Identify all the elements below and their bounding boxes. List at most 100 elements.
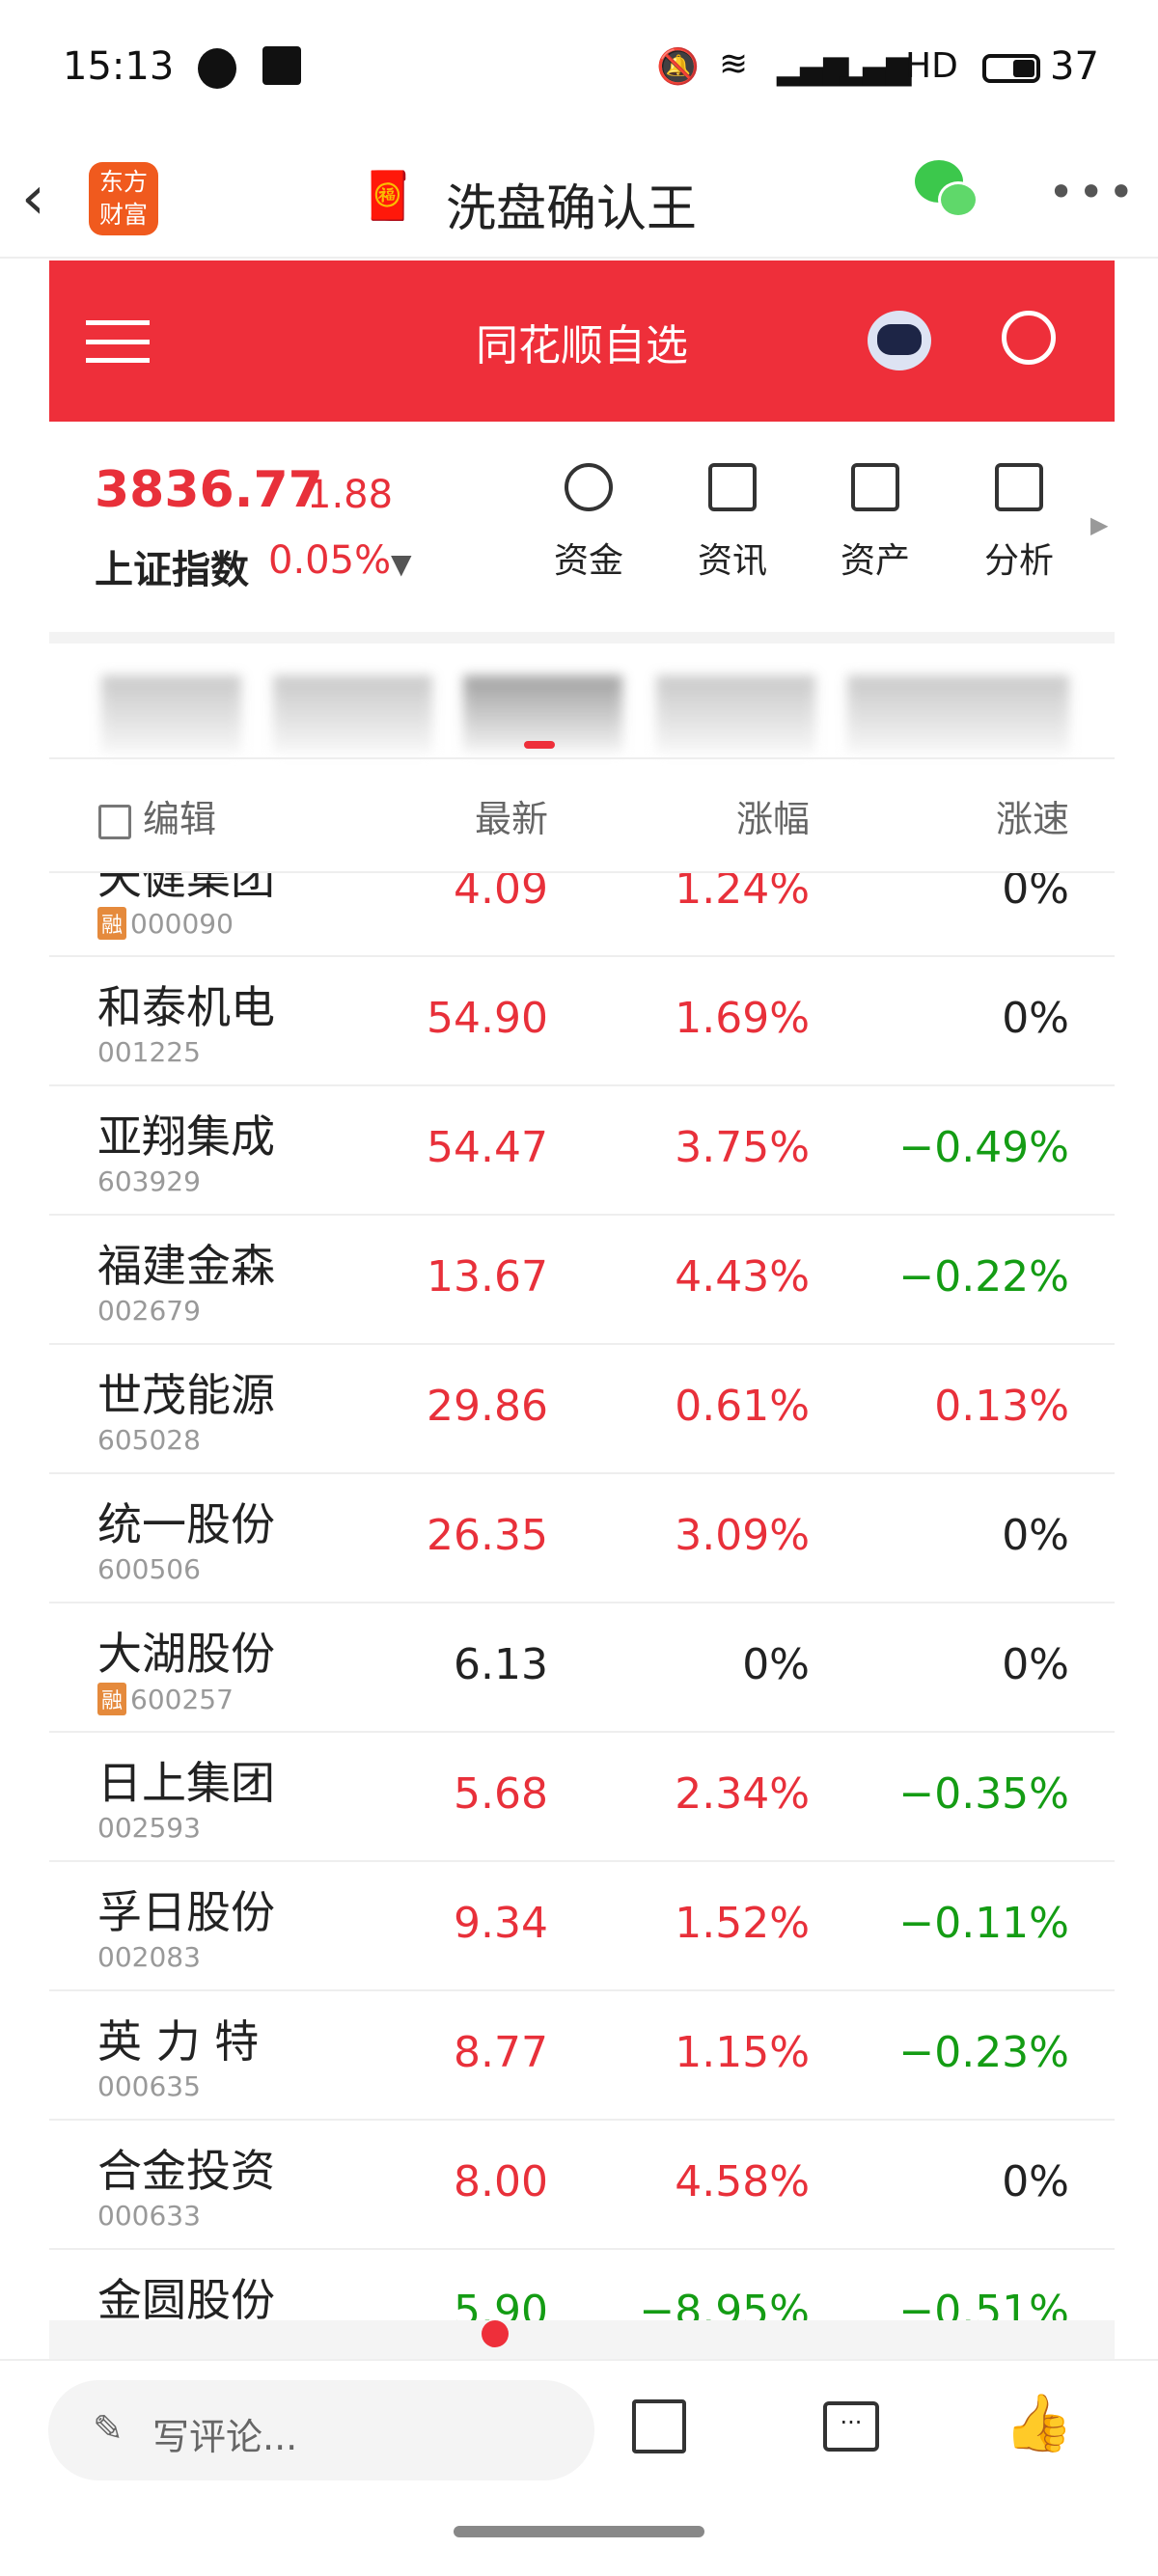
stock-speed: 0% xyxy=(1002,2157,1069,2206)
robot-assistant-icon[interactable] xyxy=(868,311,931,370)
document-icon xyxy=(708,463,757,511)
app-logo[interactable]: 东方财富 xyxy=(89,162,158,235)
stock-speed: 0% xyxy=(1002,994,1069,1043)
stock-change: 3.75% xyxy=(675,1123,810,1172)
stock-change: 2.34% xyxy=(675,1769,810,1819)
mute-icon: 🔕 xyxy=(656,47,700,87)
stock-change: 0% xyxy=(742,1640,810,1689)
edit-icon xyxy=(98,804,131,839)
battery-level: 37 xyxy=(1050,44,1099,89)
stock-speed: 0% xyxy=(1002,873,1069,914)
stock-speed: 0.13% xyxy=(934,1382,1069,1431)
app-header: 同花顺自选 xyxy=(49,260,1115,422)
stock-row[interactable]: 金圆股份 5.90 −8.95% −0.51% xyxy=(49,2250,1115,2320)
stock-price: 13.67 xyxy=(427,1252,548,1302)
comment-input[interactable]: ✎ 写评论... xyxy=(48,2380,594,2480)
stock-change: 4.43% xyxy=(675,1252,810,1302)
stock-row[interactable]: 福建金森 002679 13.67 4.43% −0.22% xyxy=(49,1216,1115,1345)
stock-row[interactable]: 和泰机电 001225 54.90 1.69% 0% xyxy=(49,957,1115,1086)
column-speed[interactable]: 涨速 xyxy=(995,798,1069,840)
stock-row[interactable]: 天健集团 融 000090 4.09 1.24% 0% xyxy=(49,873,1115,957)
stock-price: 8.77 xyxy=(454,2028,548,2077)
stock-code-wrap: 603929 xyxy=(97,1165,201,1197)
column-latest[interactable]: 最新 xyxy=(474,798,548,840)
index-change: 1.88 xyxy=(307,473,394,517)
stock-code: 002593 xyxy=(97,1812,201,1844)
margin-badge: 融 xyxy=(97,1683,127,1715)
stock-speed: −0.23% xyxy=(898,2028,1069,2077)
like-icon[interactable]: 👍 xyxy=(1004,2390,1074,2455)
stock-code: 603929 xyxy=(97,1165,201,1197)
stock-code-wrap: 000633 xyxy=(97,2200,201,2232)
stock-code: 000090 xyxy=(130,907,234,940)
share-icon[interactable] xyxy=(632,2399,686,2453)
stock-speed: −0.51% xyxy=(898,2287,1069,2320)
more-icon[interactable]: ••• xyxy=(1048,166,1139,218)
stock-speed: −0.35% xyxy=(898,1769,1069,1819)
signal-icon: ▂▄▆ xyxy=(840,48,911,87)
stock-change: 1.52% xyxy=(675,1899,810,1948)
stock-row[interactable]: 大湖股份 融 600257 6.13 0% 0% xyxy=(49,1603,1115,1733)
stock-code-wrap: 融 600257 xyxy=(97,1683,234,1715)
stock-name: 金圆股份 xyxy=(97,2274,275,2320)
stock-code-wrap: 002083 xyxy=(97,1941,201,1973)
dropdown-icon[interactable]: ▼ xyxy=(391,548,412,580)
stock-change: 1.69% xyxy=(675,994,810,1043)
stock-speed: 0% xyxy=(1002,1511,1069,1560)
stock-row[interactable]: 日上集团 002593 5.68 2.34% −0.35% xyxy=(49,1733,1115,1862)
index-value: 3836.77 xyxy=(95,461,323,519)
stock-price: 8.00 xyxy=(454,2157,548,2206)
stock-code-wrap: 融 000090 xyxy=(97,907,234,940)
dot-icon xyxy=(482,2320,509,2347)
scroll-right-icon[interactable]: ▶ xyxy=(1090,511,1109,538)
quick-action-funds[interactable]: 资金 xyxy=(536,463,642,583)
stock-price: 54.90 xyxy=(427,994,548,1043)
stock-name: 天健集团 xyxy=(97,873,275,904)
stock-name: 和泰机电 xyxy=(97,981,275,1033)
edit-label: 编辑 xyxy=(143,798,217,840)
quick-action-assets[interactable]: 资产 xyxy=(822,463,928,583)
stock-code: 000635 xyxy=(97,2070,201,2102)
stock-code-wrap: 002679 xyxy=(97,1295,201,1327)
stock-row[interactable]: 孚日股份 002083 9.34 1.52% −0.11% xyxy=(49,1862,1115,1991)
divider xyxy=(49,632,1115,644)
search-icon[interactable] xyxy=(1002,311,1056,365)
stock-change: 3.09% xyxy=(675,1511,810,1560)
comment-placeholder: 写评论... xyxy=(152,2416,298,2458)
stock-change: 0.61% xyxy=(675,1382,810,1431)
stock-price: 4.09 xyxy=(454,873,548,914)
hidden-toolbar xyxy=(49,2320,1115,2359)
edit-button[interactable]: 编辑 xyxy=(98,789,216,842)
stock-code-wrap: 001225 xyxy=(97,1036,201,1068)
status-bar: 15:13 🔕 ≋ ▂▄▆ ▂▄▆ HD 37 xyxy=(0,0,1158,135)
stock-code-wrap: 600506 xyxy=(97,1553,201,1585)
stock-row[interactable]: 英 力 特 000635 8.77 1.15% −0.23% xyxy=(49,1991,1115,2121)
comment-icon[interactable]: ··· xyxy=(823,2401,879,2452)
stock-code: 605028 xyxy=(97,1424,201,1456)
home-indicator[interactable] xyxy=(454,2526,704,2537)
top-nav: ‹ 东方财富 🧧 洗盘确认王 ••• xyxy=(0,135,1158,259)
wallet-icon xyxy=(851,463,899,511)
stock-row[interactable]: 统一股份 600506 26.35 3.09% 0% xyxy=(49,1474,1115,1603)
stock-name: 合金投资 xyxy=(97,2145,275,2197)
stock-code-wrap: 605028 xyxy=(97,1424,201,1456)
stock-row[interactable]: 合金投资 000633 8.00 4.58% 0% xyxy=(49,2121,1115,2250)
stock-code: 001225 xyxy=(97,1036,201,1068)
stock-speed: −0.11% xyxy=(898,1899,1069,1948)
column-change[interactable]: 涨幅 xyxy=(735,798,810,840)
quick-action-label: 资产 xyxy=(840,541,910,581)
signal-icon: ▂▄▆ xyxy=(777,48,848,87)
stock-row[interactable]: 亚翔集成 603929 54.47 3.75% −0.49% xyxy=(49,1086,1115,1216)
pencil-icon: ✎ xyxy=(93,2407,124,2450)
stock-list[interactable]: 天健集团 融 000090 4.09 1.24% 0% 和泰机电 001225 54… xyxy=(49,873,1115,2320)
stock-speed: 0% xyxy=(1002,1640,1069,1689)
quick-action-news[interactable]: 资讯 xyxy=(679,463,786,583)
stock-row[interactable]: 世茂能源 605028 29.86 0.61% 0.13% xyxy=(49,1345,1115,1474)
stock-price: 5.68 xyxy=(454,1769,548,1819)
stock-speed: −0.49% xyxy=(898,1123,1069,1172)
menu-icon[interactable] xyxy=(86,320,150,363)
stock-code: 002679 xyxy=(97,1295,201,1327)
back-button[interactable]: ‹ xyxy=(21,162,45,233)
stock-name: 福建金森 xyxy=(97,1240,275,1292)
quick-action-analysis[interactable]: 分析 xyxy=(966,463,1072,583)
